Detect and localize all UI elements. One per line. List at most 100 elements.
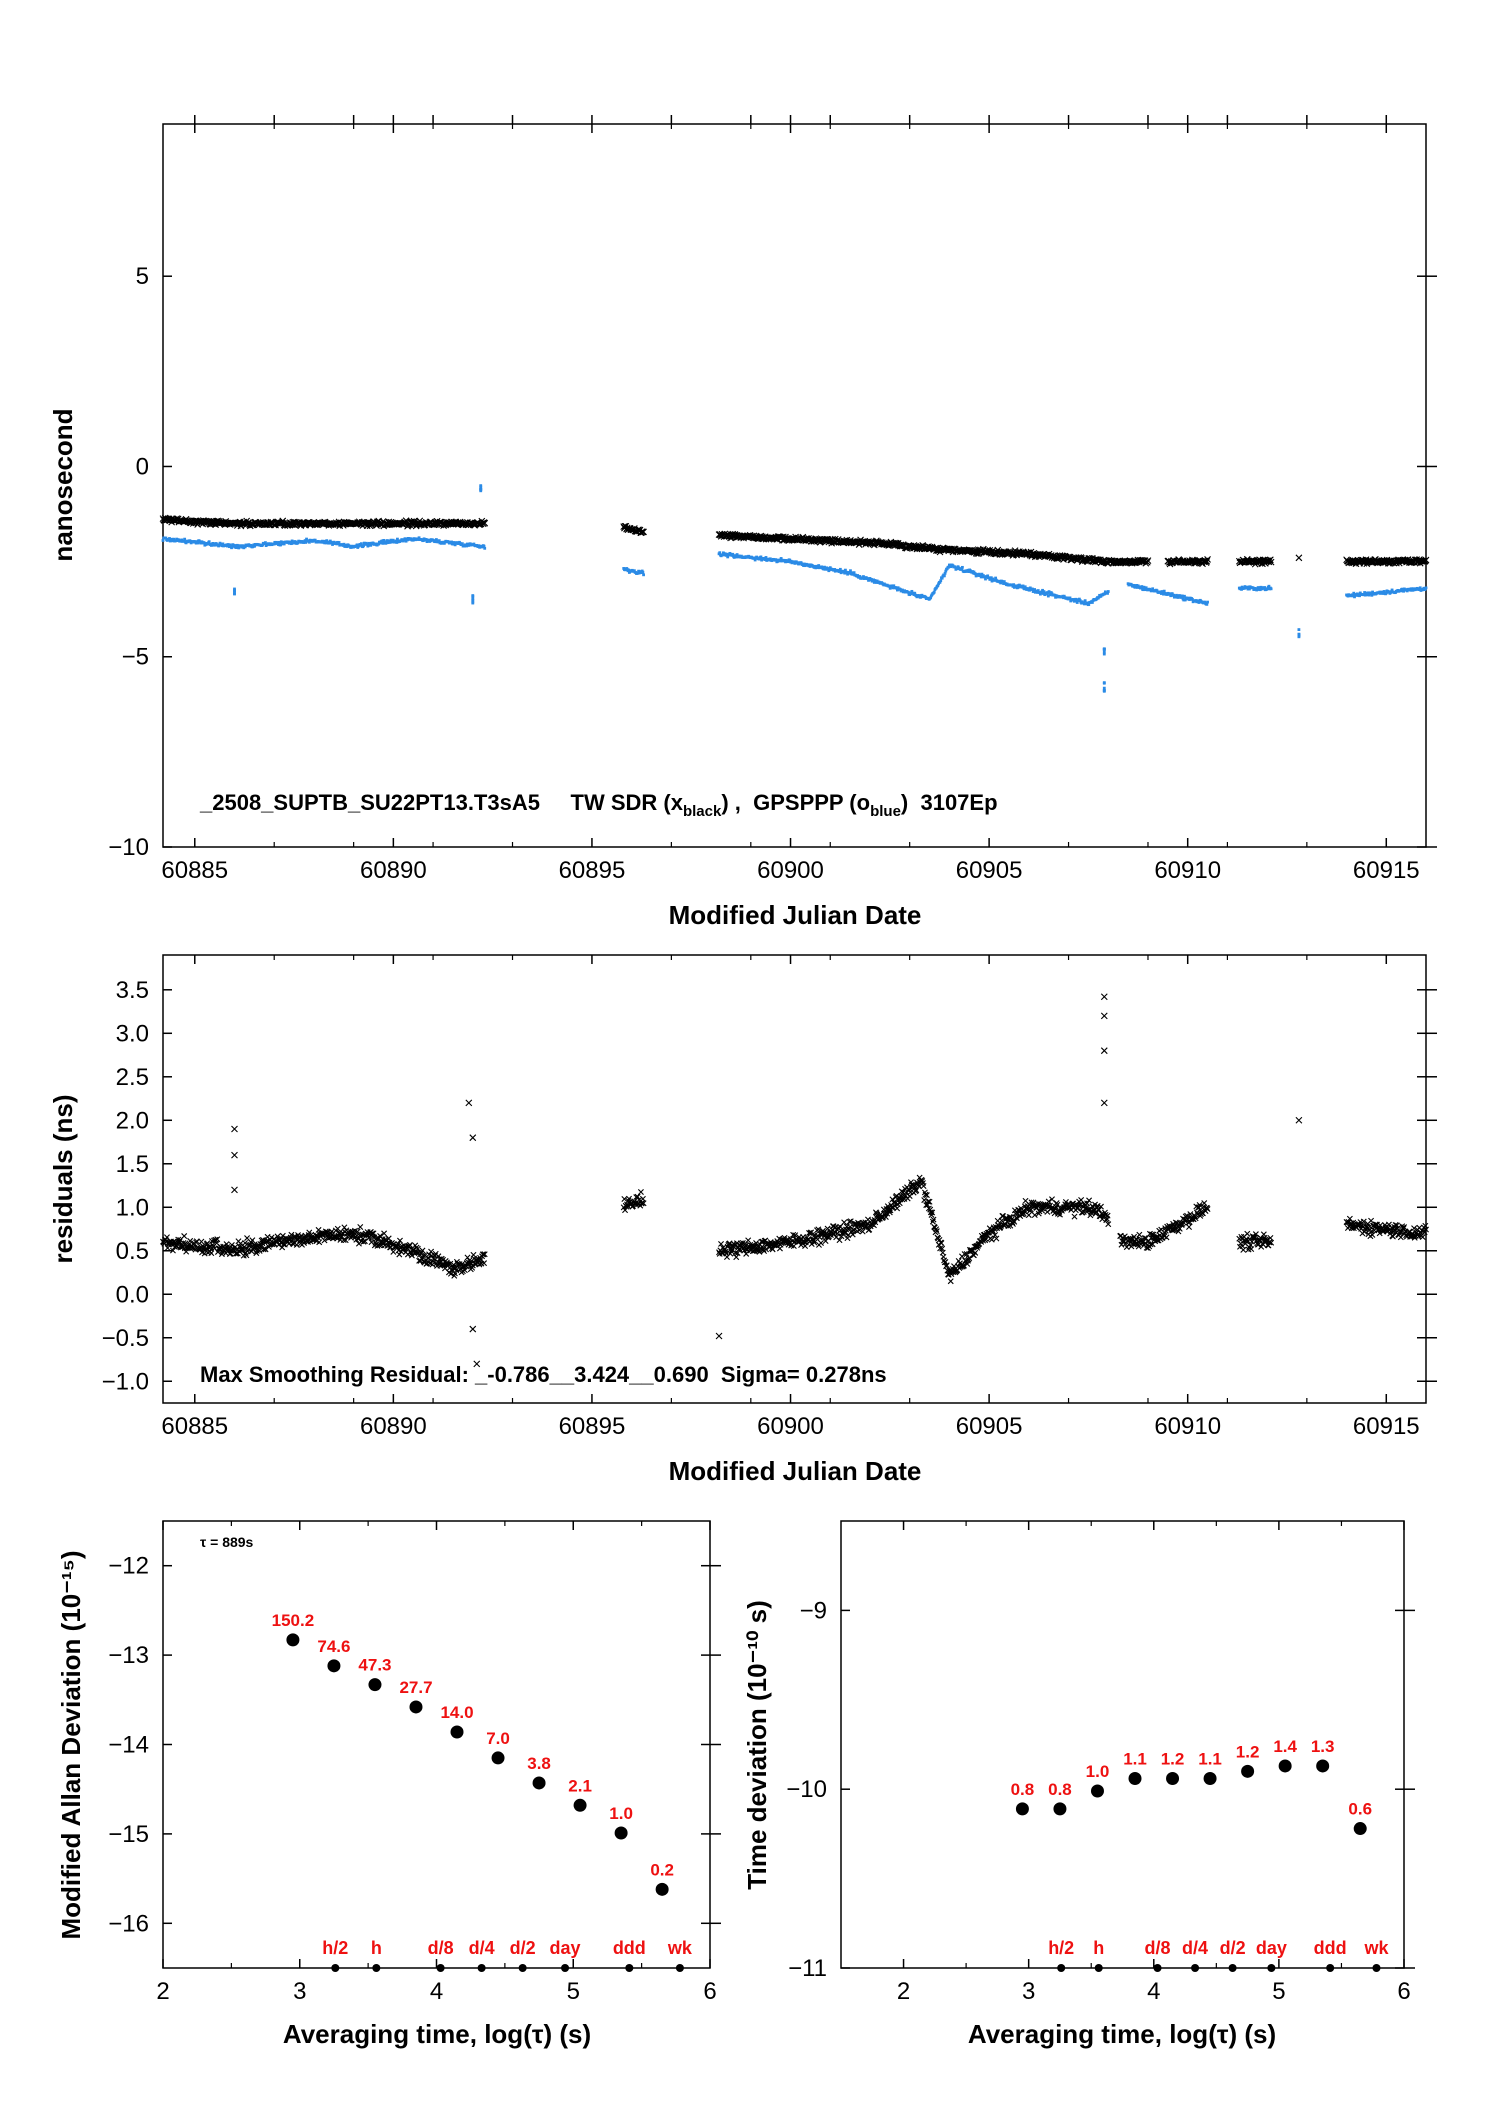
series-blue-point [1242, 586, 1246, 590]
series-blue-point [1106, 590, 1110, 593]
residual-outlier [469, 1325, 477, 1333]
deviation-point [368, 1678, 382, 1692]
residual-point [745, 1237, 752, 1244]
residual-point [811, 1239, 818, 1246]
series-blue-point [734, 555, 738, 559]
series-blue-point [908, 593, 912, 597]
residual-point [1186, 1224, 1193, 1230]
residual-point [822, 1238, 829, 1245]
series-black-point [481, 519, 489, 527]
residual-outlier [231, 1186, 238, 1194]
series-blue-outlier [233, 591, 236, 594]
deviation-point [450, 1725, 464, 1739]
residual-point [1097, 1203, 1104, 1210]
series-blue-point [1172, 593, 1176, 597]
series-blue-point [482, 544, 486, 548]
series-blue-point [1002, 580, 1006, 583]
series-blue-point [802, 562, 806, 566]
time-marker-dot [1228, 1964, 1237, 1972]
residual-point [420, 1252, 427, 1259]
series-blue-point [1355, 594, 1359, 597]
series-blue-point [758, 557, 761, 561]
x-tick-label: 3 [293, 1978, 306, 2005]
series-blue-point [1041, 588, 1044, 592]
series-blue-outlier [1102, 650, 1106, 654]
series-blue-point [164, 536, 168, 540]
time-marker-label: d/8 [428, 1938, 454, 1958]
series-blue-point [828, 568, 831, 572]
residual-point [198, 1238, 205, 1245]
series-blue-point [1077, 599, 1081, 603]
time-marker-label: day [1256, 1938, 1287, 1958]
series-blue-point [391, 538, 395, 542]
x-tick-label: 5 [1272, 1978, 1285, 2005]
series-blue-point [1239, 586, 1243, 590]
series-blue-point [718, 551, 722, 555]
series-blue-point [856, 574, 860, 577]
series-blue-point [825, 566, 829, 570]
y-tick-label: 2.5 [116, 1064, 149, 1091]
panel-tdev: 0.8 0.8 1.0 1.1 1.2 1.1 1.2 1.4 1.3 0.6 h/2 h d/8 d/4… [742, 1520, 1415, 2049]
series-blue-point [943, 571, 947, 575]
residual-point [1147, 1241, 1154, 1248]
residual-point [1096, 1206, 1102, 1213]
series-blue-point [1387, 590, 1391, 594]
series-black-point [1143, 558, 1151, 566]
series-blue-point [304, 541, 308, 544]
series-blue-point [1370, 593, 1374, 597]
residual-point [481, 1251, 488, 1258]
residual-point [922, 1191, 929, 1198]
time-marker-dot [477, 1964, 486, 1972]
series-blue-point [174, 539, 178, 543]
series-blue-point [972, 570, 976, 574]
series-blue-point [460, 542, 464, 546]
plot-frame [162, 954, 1427, 1404]
deviation-point [1053, 1802, 1067, 1816]
series-blue-point [451, 542, 455, 546]
deviation-value-label: 150.2 [272, 1611, 315, 1630]
deviation-point [1015, 1802, 1029, 1816]
series-blue-point [1161, 591, 1165, 594]
series-blue-point [1042, 590, 1046, 594]
series-blue-point [406, 538, 409, 542]
series-blue-point [721, 553, 725, 557]
tick-marks [162, 1521, 721, 1968]
series-blue-outlier [1102, 686, 1106, 690]
series-blue-point [849, 569, 852, 573]
series-blue-point [637, 569, 641, 573]
series-blue-point [896, 586, 900, 590]
residual-point [249, 1237, 256, 1244]
series-blue-point [234, 546, 238, 549]
plot-frame [162, 123, 1427, 848]
residual-point [960, 1262, 967, 1269]
series-blue-point [986, 574, 990, 578]
deviation-value-label: 1.1 [1123, 1749, 1147, 1768]
series-blue-point [303, 539, 307, 542]
series-blue-point [866, 577, 870, 581]
residual-point [1267, 1234, 1274, 1241]
series-black-point [263, 521, 271, 529]
residual-point [847, 1218, 854, 1225]
series-blue-point [453, 543, 457, 547]
series-blue-point [783, 559, 787, 562]
series-blue-point [1151, 587, 1155, 591]
residual-point [1268, 1239, 1275, 1246]
y-axis-title: residuals (ns) [48, 1094, 78, 1263]
y-axis-title: Time deviation (10⁻¹⁰ s) [742, 1600, 772, 1890]
residual-point [919, 1178, 926, 1185]
residual-point [621, 1196, 628, 1203]
residual-point [921, 1197, 928, 1204]
residual-point [1248, 1246, 1255, 1253]
series-blue-point [330, 541, 334, 545]
x-tick-label: 60910 [1154, 1413, 1221, 1440]
series-blue-point [920, 593, 924, 597]
y-tick-label: −10 [108, 834, 149, 861]
series-blue-point [949, 565, 953, 569]
series-blue-point [971, 570, 974, 573]
residual-point [209, 1241, 216, 1248]
time-marker-label: d/2 [1220, 1938, 1246, 1958]
series-blue-point [1267, 584, 1271, 588]
series-blue-point [942, 574, 946, 578]
series-blue-point [1041, 592, 1045, 595]
series-blue-point [1046, 594, 1050, 598]
